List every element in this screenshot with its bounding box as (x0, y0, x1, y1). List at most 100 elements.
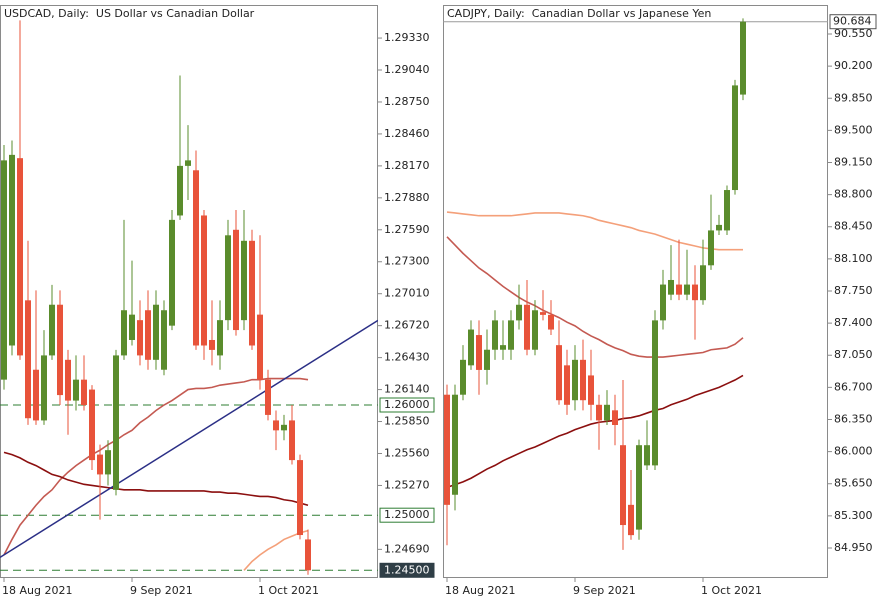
candle-body (25, 300, 31, 419)
candle-body (153, 304, 159, 360)
y-tick-label: 85.300 (834, 509, 873, 522)
y-tick-label: 86.350 (834, 412, 873, 425)
y-tick-label: 86.000 (834, 445, 873, 458)
level-label: 1.25000 (384, 508, 430, 521)
y-tick-label: 87.400 (834, 316, 873, 329)
last-price-label: 90.684 (833, 15, 872, 28)
candle-body (564, 365, 570, 405)
candle-body (580, 359, 586, 401)
x-tick-label: 18 Aug 2021 (445, 584, 515, 597)
candle-body (444, 394, 450, 505)
candle-body (716, 224, 722, 231)
candle-body (676, 284, 682, 295)
candle-body (297, 460, 303, 536)
candle-body (532, 310, 538, 350)
y-tick-label: 88.100 (834, 252, 873, 265)
moving-average (3, 451, 309, 507)
panel-frame (443, 5, 828, 578)
candle-body (700, 265, 706, 301)
y-tick-label: 87.050 (834, 348, 873, 361)
candle-body (636, 445, 642, 530)
y-tick-label: 86.700 (834, 380, 873, 393)
candle-body (540, 312, 546, 315)
candle-body (612, 410, 618, 425)
y-tick-label: 1.29330 (384, 31, 430, 44)
level-label-box (379, 507, 435, 523)
plot-area (443, 18, 828, 550)
candle-body (305, 539, 311, 571)
candle-body (89, 389, 95, 461)
y-tick-label: 90.550 (834, 27, 873, 40)
candle-body (241, 240, 247, 321)
candle-body (41, 355, 47, 421)
y-tick-label: 1.25270 (384, 478, 430, 491)
x-tick-label: 1 Oct 2021 (258, 584, 319, 597)
candle-body (17, 158, 23, 356)
trend-line (0, 319, 378, 559)
candle-body (1, 160, 7, 380)
candle-body (209, 339, 215, 350)
candle-body (588, 375, 594, 405)
y-tick-label: 1.26140 (384, 383, 430, 396)
candle-body (129, 314, 135, 340)
level-label: 1.26000 (384, 398, 430, 411)
y-tick-label: 1.25850 (384, 415, 430, 428)
candle-body (492, 320, 498, 350)
y-tick-label: 1.28170 (384, 159, 430, 172)
y-tick-label: 89.850 (834, 91, 873, 104)
candle-body (484, 349, 490, 370)
candle-body (81, 379, 87, 405)
moving-average (446, 236, 744, 358)
level-label-box (379, 562, 435, 578)
candle-body (668, 279, 674, 295)
candle-body (57, 304, 63, 396)
candle-body (500, 345, 506, 350)
x-tick-label: 9 Sep 2021 (573, 584, 636, 597)
candle-body (604, 404, 610, 421)
plot-area (0, 20, 378, 575)
candle-body (185, 160, 191, 166)
candle-body (9, 154, 15, 346)
y-tick-label: 90.200 (834, 59, 873, 72)
candle-body (516, 304, 522, 321)
candle-body (660, 284, 666, 321)
y-tick-label: 1.25560 (384, 446, 430, 459)
candle-body (137, 320, 143, 356)
candle-body (233, 229, 239, 331)
candle-body (452, 394, 458, 495)
y-tick-label: 1.26720 (384, 319, 430, 332)
y-tick-label: 1.27590 (384, 223, 430, 236)
y-tick-label: 1.29040 (384, 63, 430, 76)
candle-body (201, 215, 207, 346)
y-tick-label: 88.450 (834, 220, 873, 233)
candle-body (596, 404, 602, 421)
candle-body (169, 219, 175, 326)
candle-body (508, 320, 514, 350)
candle-body (628, 504, 634, 536)
moving-average (446, 211, 743, 251)
panel-frame (0, 5, 378, 578)
y-tick-label: 1.28460 (384, 127, 430, 140)
candle-body (225, 235, 231, 321)
y-tick-label: 85.650 (834, 477, 873, 490)
y-tick-label: 84.950 (834, 541, 873, 554)
candle-body (49, 304, 55, 356)
moving-average (446, 374, 744, 489)
candle-body (121, 310, 127, 356)
candle-body (644, 445, 650, 466)
candle-body (273, 420, 279, 431)
y-tick-label: 1.27880 (384, 191, 430, 204)
candle-body (572, 359, 578, 401)
y-tick-label: 87.750 (834, 284, 873, 297)
candle-body (652, 320, 658, 466)
candle-body (732, 85, 738, 191)
candle-body (105, 450, 111, 475)
overlay: USDCAD, Daily: US Dollar vs Canadian Dol… (2, 7, 877, 597)
candle-body (257, 314, 263, 380)
chart-title: USDCAD, Daily: US Dollar vs Canadian Dol… (4, 7, 255, 20)
last-price-box (829, 14, 877, 30)
candle-body (249, 240, 255, 346)
x-tick-label: 1 Oct 2021 (701, 584, 762, 597)
y-tick-label: 1.26430 (384, 351, 430, 364)
